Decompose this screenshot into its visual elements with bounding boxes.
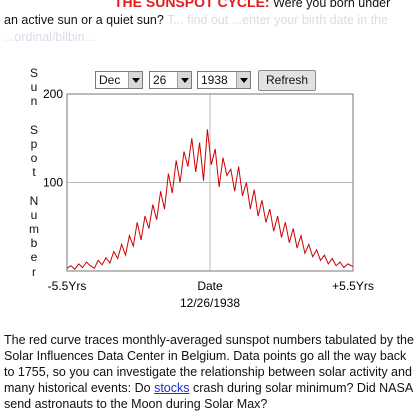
selected-date-label: 12/26/1938 [180, 296, 240, 310]
day-dropdown-arrow-icon[interactable] [177, 72, 191, 88]
year-select[interactable]: 1938 [197, 71, 251, 89]
y-axis-label-char: u [30, 80, 38, 95]
y-tick-label: 100 [43, 176, 63, 190]
refresh-button[interactable]: Refresh [258, 70, 316, 91]
y-axis-label-char: S [29, 122, 38, 137]
sunspot-chart: 200 100 -5.5Yrs Date +5.5Yrs 12/26/1938 [43, 87, 374, 310]
month-select[interactable]: Dec [95, 71, 143, 89]
year-value: 1938 [201, 73, 228, 87]
y-axis-label-char: S [29, 66, 38, 80]
y-axis-label-char: N [29, 193, 39, 208]
paragraph-text-1: The red curve traces monthly-averaged su… [4, 333, 414, 395]
chart-grid [67, 94, 353, 271]
y-tick-label: 200 [43, 87, 63, 101]
stocks-link[interactable]: stocks [154, 381, 190, 395]
day-value: 26 [153, 73, 167, 87]
y-axis-label-char: r [32, 264, 36, 279]
intro-title: THE SUNSPOT CYCLE: [114, 0, 270, 10]
y-axis-label-char: t [32, 165, 36, 180]
x-tick-label: -5.5Yrs [48, 279, 87, 293]
y-axis-label-char: n [30, 94, 38, 109]
x-tick-label: Date [197, 279, 223, 293]
y-axis-label-char: m [29, 222, 39, 237]
intro-line2: an active sun or a quiet sun? [4, 13, 164, 27]
y-axis-label-char: u [30, 207, 38, 222]
y-axis-label-char: e [30, 250, 38, 265]
month-value: Dec [99, 73, 121, 87]
y-axis-label-char: b [30, 236, 38, 251]
intro-faded-text: T... find out ...enter your birth date i… [4, 13, 389, 44]
year-dropdown-arrow-icon[interactable] [236, 72, 250, 88]
y-axis-label-char: o [30, 151, 38, 166]
x-tick-label: +5.5Yrs [332, 279, 374, 293]
day-select[interactable]: 26 [149, 71, 192, 89]
description-paragraph: The red curve traces monthly-averaged su… [4, 332, 416, 412]
sunspot-series-line [66, 129, 354, 270]
chart-frame [66, 93, 354, 272]
paragraph-text-2: crash during solar minimum? Did NASA sen… [4, 381, 413, 411]
intro-line1: Were you born under [273, 0, 391, 10]
intro-text: THE SUNSPOT CYCLE: Were you born under a… [4, 0, 418, 46]
month-dropdown-arrow-icon[interactable] [128, 72, 142, 88]
y-axis-label-char: p [30, 136, 38, 151]
